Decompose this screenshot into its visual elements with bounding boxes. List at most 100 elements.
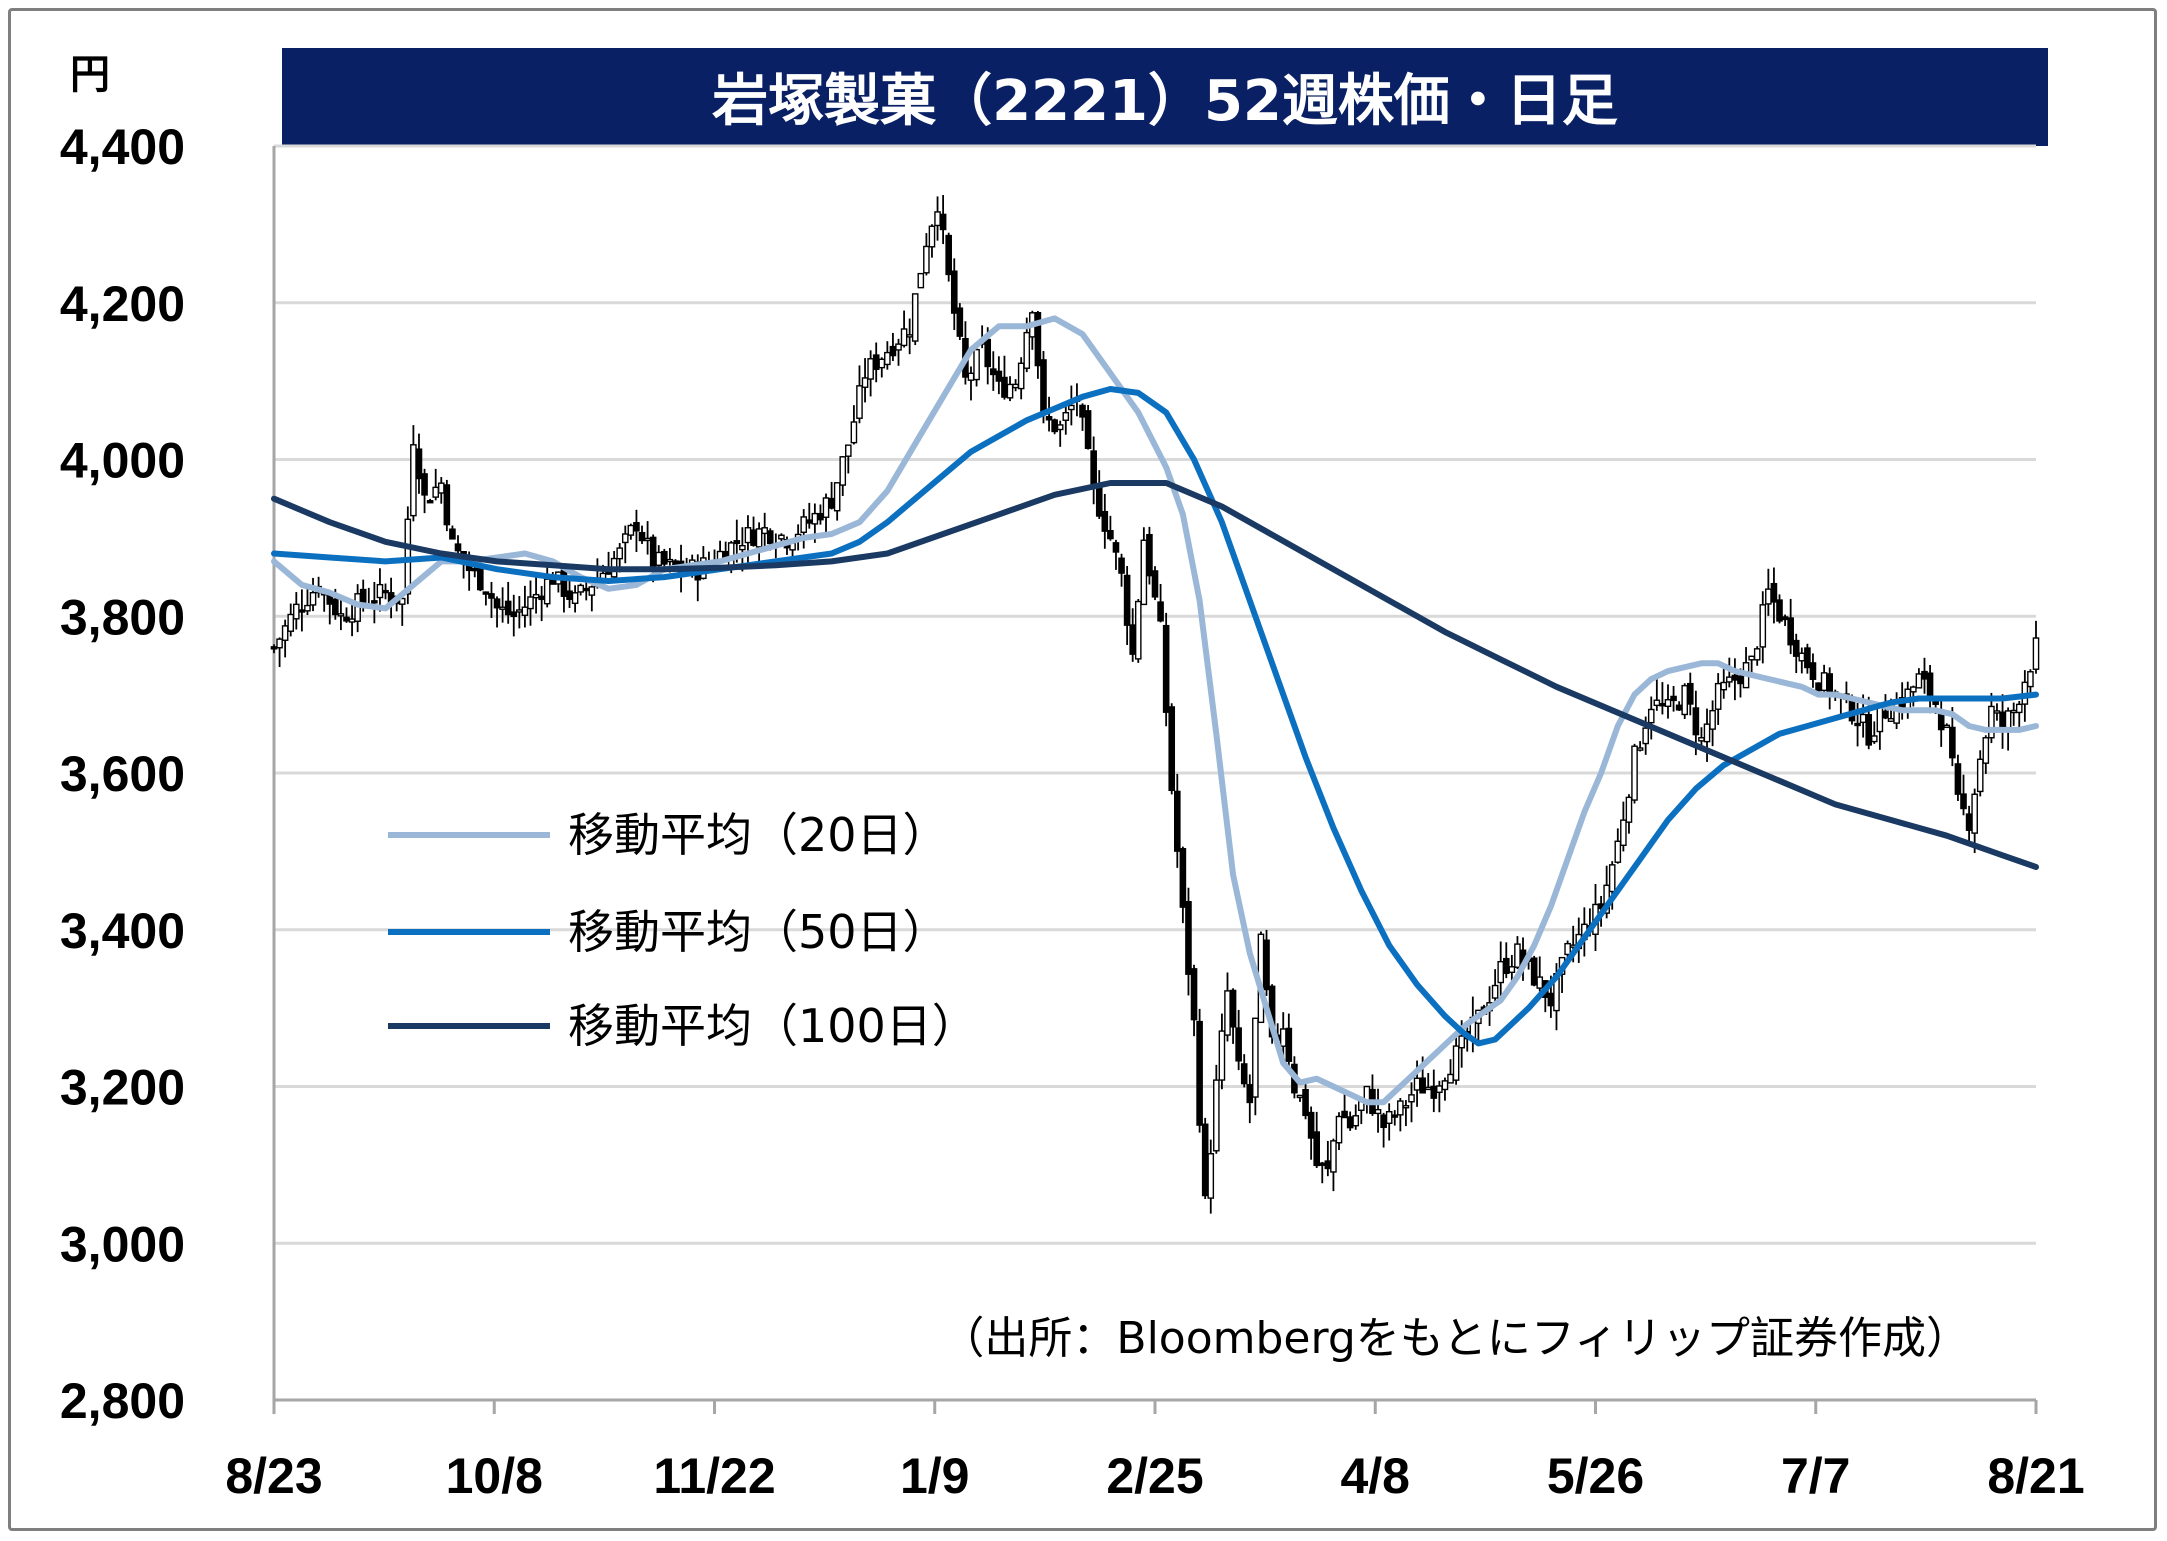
- candle-body: [895, 343, 902, 351]
- candle-body: [1040, 359, 1047, 414]
- candle-body: [276, 638, 283, 649]
- candle-body: [906, 334, 913, 338]
- candle-body: [1770, 582, 1778, 603]
- candle-body: [359, 588, 367, 603]
- candle-body: [1185, 901, 1192, 975]
- candle-body: [1636, 747, 1644, 751]
- candle-body: [956, 307, 964, 337]
- candle-body: [1179, 848, 1187, 908]
- x-tick-label: 4/8: [1340, 1448, 1410, 1504]
- legend-label: 移動平均（20日）: [568, 808, 949, 862]
- candle-body: [371, 600, 378, 604]
- candle-body: [1207, 1153, 1215, 1199]
- candle-body: [867, 358, 874, 380]
- candle-body: [1620, 819, 1627, 847]
- x-tick-label: 2/25: [1106, 1448, 1203, 1504]
- candle-body: [1380, 1114, 1387, 1129]
- candle-body: [633, 522, 640, 532]
- candle-body: [1988, 705, 1995, 739]
- candle-body: [293, 603, 300, 620]
- candle-body: [1865, 714, 1873, 746]
- candle-body: [1424, 1086, 1432, 1091]
- x-tick-label: 11/22: [653, 1448, 775, 1504]
- candle-body: [950, 270, 958, 314]
- candle-body: [1391, 1114, 1399, 1118]
- candle-body: [1318, 1162, 1326, 1166]
- candle-body: [1653, 699, 1661, 707]
- candle-body: [1235, 1027, 1242, 1062]
- candle-body: [861, 377, 869, 388]
- candle-body: [1759, 604, 1767, 648]
- candle-body: [1441, 1080, 1449, 1091]
- candle-body: [281, 625, 289, 641]
- candle-body: [1564, 942, 1571, 956]
- candle-body: [1436, 1085, 1443, 1094]
- candle-body: [1107, 530, 1114, 540]
- y-tick-label: 4,000: [60, 433, 185, 489]
- candle-body: [1876, 706, 1884, 733]
- candle-body: [1714, 682, 1722, 710]
- candle-body: [1882, 710, 1889, 719]
- candle-body: [856, 385, 863, 419]
- y-tick-label: 2,800: [60, 1373, 185, 1429]
- candle-body: [1090, 450, 1097, 485]
- candle-body: [638, 531, 646, 542]
- candle-body: [666, 558, 674, 563]
- candle-body: [1279, 1028, 1287, 1047]
- x-tick-label: 8/21: [1987, 1448, 2084, 1504]
- candle-body: [1246, 1084, 1254, 1104]
- candle-body: [1798, 652, 1806, 662]
- candle-body: [1926, 672, 1934, 699]
- candle-body: [1647, 708, 1655, 724]
- candle-body: [1804, 647, 1811, 669]
- candle-body: [817, 512, 824, 521]
- candle-body: [1993, 710, 2001, 714]
- candle-body: [733, 540, 741, 545]
- candle-body: [1686, 682, 1694, 705]
- legend-label: 移動平均（100日）: [568, 999, 978, 1053]
- candle-body: [337, 613, 345, 617]
- candle-body: [839, 456, 847, 486]
- candle-body: [1547, 992, 1555, 1007]
- candle-body: [1659, 703, 1666, 707]
- candle-body: [2015, 703, 2023, 714]
- candle-body: [967, 372, 975, 381]
- candle-body: [1815, 682, 1822, 692]
- y-tick-label: 3,000: [60, 1216, 185, 1272]
- candle-body: [621, 533, 629, 544]
- candle-body: [995, 370, 1003, 382]
- candle-body: [1134, 600, 1142, 660]
- candle-body: [571, 592, 579, 605]
- candle-body: [1129, 624, 1136, 655]
- candle-body: [287, 613, 295, 632]
- candle-body: [1313, 1131, 1321, 1167]
- ma-line-3: [271, 480, 2039, 870]
- candle-body: [309, 591, 317, 606]
- y-unit-label: 円: [70, 52, 110, 98]
- candle-body: [1012, 383, 1019, 389]
- candle-body: [1614, 840, 1622, 863]
- chart-title: 岩塚製菓（2221）52週株価・日足: [712, 69, 1618, 134]
- x-tick-label: 7/7: [1781, 1448, 1851, 1504]
- candle-body: [766, 530, 774, 545]
- candle-body: [1213, 1079, 1220, 1152]
- candle-body: [1949, 726, 1956, 759]
- candle-body: [1625, 796, 1633, 823]
- candle-body: [805, 519, 813, 524]
- candle-body: [1703, 723, 1711, 743]
- candle-body: [516, 609, 523, 613]
- candle-body: [1419, 1077, 1426, 1094]
- y-tick-label: 4,200: [60, 276, 185, 332]
- candle-body: [917, 272, 925, 289]
- candle-body: [1352, 1115, 1360, 1127]
- candle-body: [1502, 957, 1510, 975]
- candle-body: [1709, 709, 1716, 730]
- candle-body: [1631, 745, 1638, 801]
- candle-body: [1954, 763, 1962, 795]
- x-tick-label: 8/23: [225, 1448, 322, 1504]
- candlesticks: [270, 195, 2040, 1214]
- candle-body: [1999, 711, 2006, 728]
- candle-body: [1056, 424, 1064, 431]
- candle-body: [872, 354, 880, 370]
